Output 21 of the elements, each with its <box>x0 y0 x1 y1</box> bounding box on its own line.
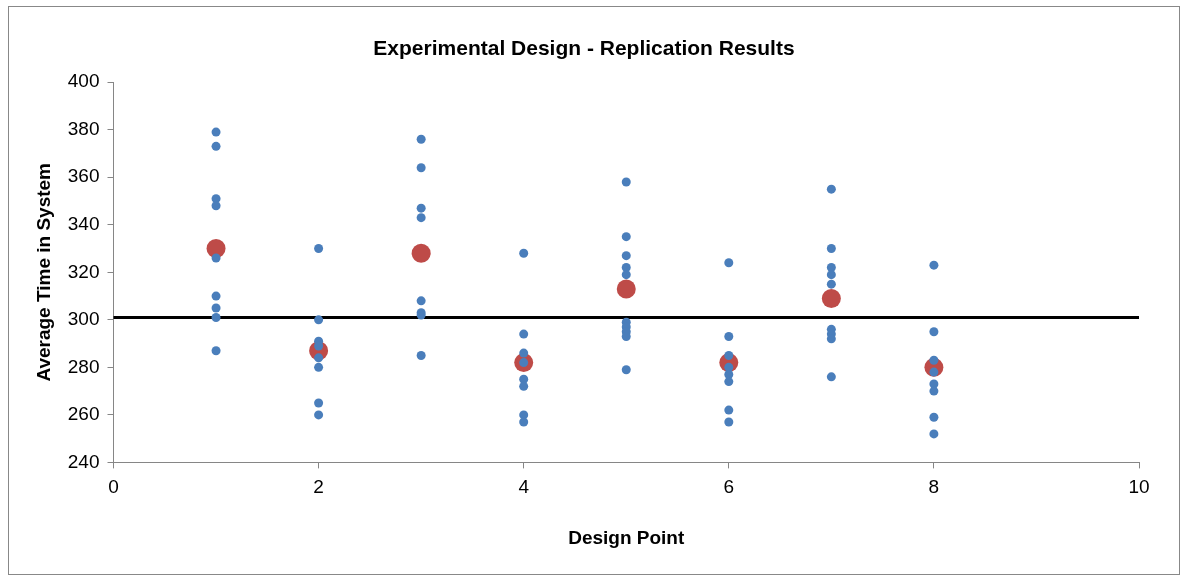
x-tick-label: 0 <box>108 476 119 498</box>
y-tick-label: 400 <box>67 70 100 92</box>
point <box>411 243 431 263</box>
y-tick-label: 380 <box>67 117 100 139</box>
y-tick-label: 260 <box>67 403 100 425</box>
chart-title: Experimental Design - Replication Results <box>373 36 795 60</box>
x-axis-title: Design Point <box>568 526 685 548</box>
y-tick-label: 240 <box>67 450 100 472</box>
y-tick-label: 300 <box>67 308 100 330</box>
x-tick-label: 10 <box>1128 476 1150 498</box>
y-axis-title: Average Time in System <box>32 163 54 382</box>
y-tick-label: 360 <box>67 165 100 187</box>
y-tick-label: 340 <box>67 213 100 235</box>
x-tick-label: 6 <box>723 476 735 498</box>
point <box>821 288 841 308</box>
x-tick-label: 8 <box>928 476 940 498</box>
y-tick-label: 280 <box>67 355 100 377</box>
point <box>616 279 636 299</box>
x-tick-label: 2 <box>313 476 324 498</box>
x-tick-label: 4 <box>518 476 530 498</box>
y-tick-label: 320 <box>67 260 100 282</box>
